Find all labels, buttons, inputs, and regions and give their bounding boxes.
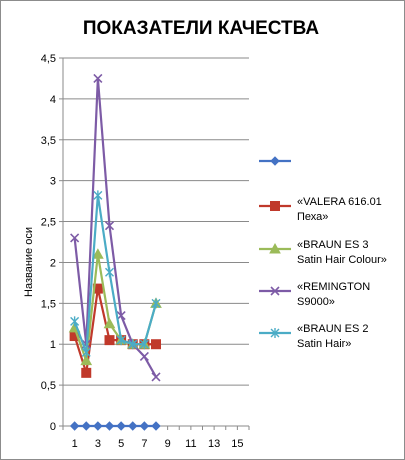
x-tick-labels: 1 3 5 7 9 11 13 15	[72, 438, 244, 450]
legend-label: Satin Hair Colour»	[297, 254, 387, 266]
legend-entry: «BRAUN ES 2 Satin Hair»	[259, 323, 369, 350]
data-point	[69, 421, 80, 431]
data-point	[81, 421, 91, 431]
y-tick-label: 2,5	[41, 217, 56, 229]
legend: «VALERA 616.01 Пеха» «BRAUN ES 3 Satin Hair…	[259, 156, 387, 350]
data-point	[81, 367, 92, 378]
legend-label: Satin Hair»	[297, 338, 351, 350]
series-line	[73, 194, 158, 354]
data-point	[93, 190, 103, 201]
series-group	[68, 73, 162, 431]
data-point	[104, 335, 115, 346]
x-tick-label: 7	[141, 438, 147, 450]
data-point	[93, 73, 103, 84]
legend-marker	[270, 286, 280, 296]
data-point	[103, 317, 116, 329]
x-tick-label: 15	[231, 438, 243, 450]
legend-entry: «BRAUN ES 3 Satin Hair Colour»	[259, 239, 387, 266]
x-tick-label: 9	[165, 438, 171, 450]
data-point	[139, 351, 149, 362]
data-point	[104, 421, 115, 431]
legend-marker	[270, 201, 280, 211]
y-tick-label: 0,5	[41, 380, 56, 392]
y-axis-label: Название оси	[23, 227, 35, 297]
data-point	[105, 267, 114, 278]
x-tick-label: 3	[95, 438, 101, 450]
y-tick-label: 4	[50, 94, 56, 106]
legend-label: «VALERA 616.01	[297, 196, 382, 208]
data-point	[104, 221, 115, 231]
data-point	[128, 421, 138, 431]
legend-marker	[270, 328, 280, 338]
data-point	[151, 372, 161, 382]
data-point	[116, 335, 126, 346]
legend-label: Пеха»	[297, 211, 328, 223]
data-point	[151, 421, 161, 431]
chart-title: ПОКАЗАТЕЛИ КАЧЕСТВА	[83, 18, 319, 39]
y-tick-labels: 0 0,5 1 1,5 2 2,5 3 3,5 4 4,5	[41, 53, 56, 433]
legend-marker	[269, 242, 281, 254]
data-point	[81, 347, 91, 358]
legend-marker	[270, 156, 280, 166]
legend-label: «BRAUN ES 3	[297, 239, 369, 251]
y-tick-label: 1,5	[41, 298, 56, 310]
legend-label: «BRAUN ES 2	[297, 323, 369, 335]
y-tick-label: 4,5	[41, 53, 56, 65]
legend-entry	[259, 156, 291, 166]
data-point	[80, 354, 93, 366]
series-5	[70, 190, 161, 358]
y-tick-label: 2	[50, 257, 56, 269]
x-tick-label: 11	[185, 438, 196, 450]
x-tick-label: 13	[208, 438, 220, 450]
data-point	[151, 339, 161, 350]
x-tick-label: 5	[118, 438, 124, 450]
data-point	[151, 298, 161, 309]
y-tick-label: 3,5	[41, 135, 56, 147]
legend-entry: «REMINGTON S9000»	[259, 281, 370, 308]
data-point	[116, 421, 126, 431]
y-tick-label: 3	[50, 176, 56, 188]
series-1	[69, 421, 161, 431]
data-point	[139, 339, 149, 350]
y-tick-label: 1	[50, 339, 56, 351]
legend-entry: «VALERA 616.01 Пеха»	[259, 196, 382, 223]
data-point	[93, 421, 103, 431]
data-point	[139, 421, 150, 431]
x-tick-label: 1	[72, 438, 78, 450]
data-point	[92, 248, 104, 259]
data-point	[128, 339, 138, 350]
data-point	[70, 316, 80, 327]
legend-label: «REMINGTON	[297, 281, 370, 293]
data-point	[70, 233, 80, 243]
legend-label: S9000»	[297, 296, 335, 308]
y-tick-label: 0	[50, 421, 56, 433]
